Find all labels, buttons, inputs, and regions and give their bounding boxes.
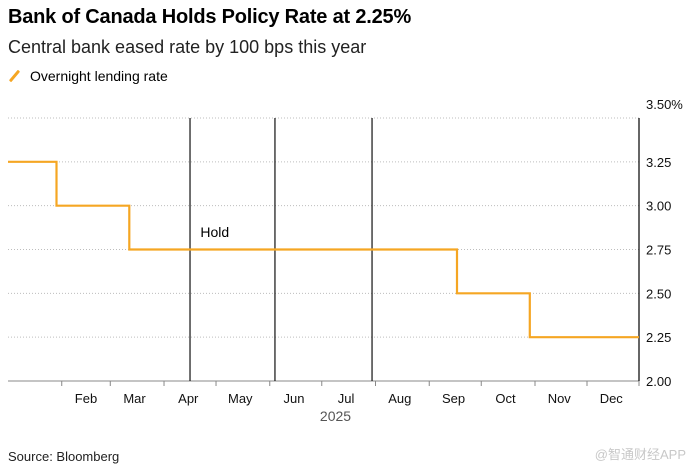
watermark: @智通财经APP (594, 447, 686, 462)
series-line-overnight-rate (8, 160, 639, 339)
x-tick-label: Jun (284, 391, 305, 406)
x-tick-label: Sep (442, 391, 465, 406)
x-tick-label: Feb (75, 391, 97, 406)
y-tick-label: 3.25 (646, 155, 671, 170)
chart-subtitle: Central bank eased rate by 100 bps this … (8, 37, 367, 57)
x-tick-label: Aug (388, 391, 411, 406)
y-tick-label: 2.75 (646, 243, 671, 258)
annotation-hold: Hold (200, 224, 229, 240)
chart-title: Bank of Canada Holds Policy Rate at 2.25… (8, 6, 412, 28)
x-tick-label: Nov (548, 391, 572, 406)
x-tick-label: May (228, 391, 253, 406)
legend: Overnight lending rate (8, 68, 168, 84)
y-tick-label: 3.00 (646, 199, 671, 214)
legend-label: Overnight lending rate (30, 68, 168, 84)
x-tick-label: Apr (178, 391, 199, 406)
x-tick-label: Oct (495, 391, 516, 406)
x-tick-label: Mar (123, 391, 146, 406)
x-tick-label: Dec (600, 391, 624, 406)
y-tick-label: 2.50 (646, 286, 671, 301)
x-axis-year-label: 2025 (320, 408, 351, 424)
y-tick-label: 2.25 (646, 330, 671, 345)
y-tick-label: 3.50% (646, 97, 683, 112)
x-tick-label: Jul (338, 391, 355, 406)
source-note: Source: Bloomberg (8, 449, 120, 464)
y-tick-label: 2.00 (646, 374, 671, 389)
